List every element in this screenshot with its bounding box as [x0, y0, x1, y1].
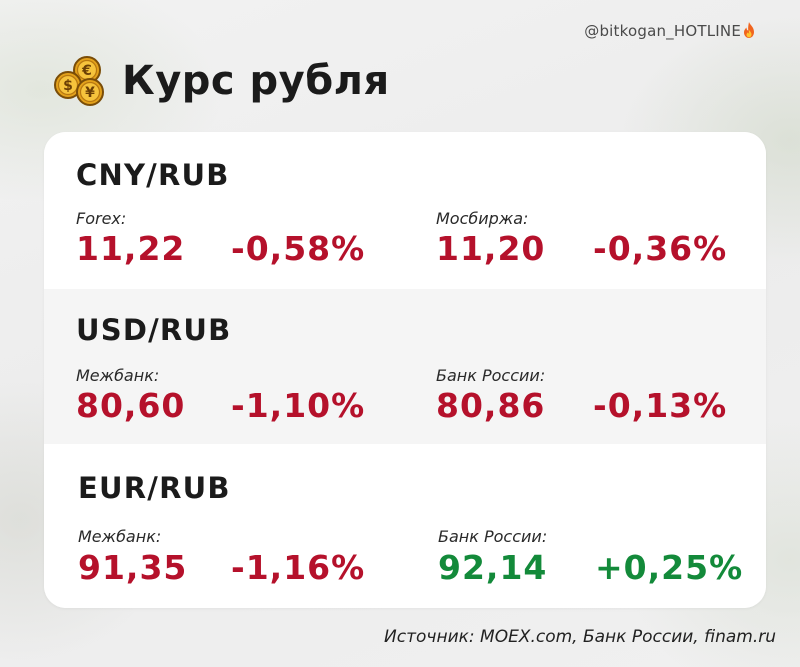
section-usd-rub: USD/RUB Межбанк: 80,60 -1,10% Банк Росси… [44, 289, 766, 444]
quote-value: 80,60 [76, 386, 186, 425]
quote-value: 80,86 [436, 386, 546, 425]
quote-label: Межбанк: [78, 527, 162, 546]
section-cny-rub: CNY/RUB Forex: 11,22 -0,58% Мосбиржа: 11… [44, 132, 766, 289]
quote-value: 11,22 [76, 229, 186, 268]
watermark-text: @bitkogan_HOTLINE [584, 22, 741, 40]
svg-text:$: $ [63, 78, 73, 94]
channel-watermark: @bitkogan_HOTLINE [584, 22, 756, 40]
quote-change: -1,10% [231, 386, 366, 425]
page-title: Курс рубля [122, 58, 390, 104]
quote-value: 11,20 [436, 229, 546, 268]
quote-label: Межбанк: [76, 366, 160, 385]
quote-value: 91,35 [78, 548, 188, 587]
svg-text:¥: ¥ [85, 85, 95, 101]
quote-change: -1,16% [231, 548, 366, 587]
quote-label: Forex: [76, 209, 127, 228]
pair-title: EUR/RUB [78, 471, 231, 505]
fire-icon [744, 22, 754, 38]
quote-label: Мосбиржа: [436, 209, 529, 228]
quote-change: -0,58% [231, 229, 366, 268]
pair-title: CNY/RUB [76, 158, 230, 192]
header: € $ ¥ Курс рубля [52, 55, 390, 107]
section-eur-rub: EUR/RUB Межбанк: 91,35 -1,16% Банк Росси… [44, 444, 766, 608]
quote-change: +0,25% [595, 548, 744, 587]
quote-change: -0,13% [593, 386, 728, 425]
coins-icon: € $ ¥ [54, 56, 104, 106]
quote-label: Банк России: [436, 366, 546, 385]
source-note: Источник: MOEX.com, Банк России, finam.r… [384, 627, 776, 647]
quote-value: 92,14 [438, 548, 548, 587]
svg-text:€: € [81, 63, 92, 79]
rates-card: CNY/RUB Forex: 11,22 -0,58% Мосбиржа: 11… [44, 132, 766, 608]
pair-title: USD/RUB [76, 313, 232, 347]
quote-change: -0,36% [593, 229, 728, 268]
quote-label: Банк России: [438, 527, 548, 546]
